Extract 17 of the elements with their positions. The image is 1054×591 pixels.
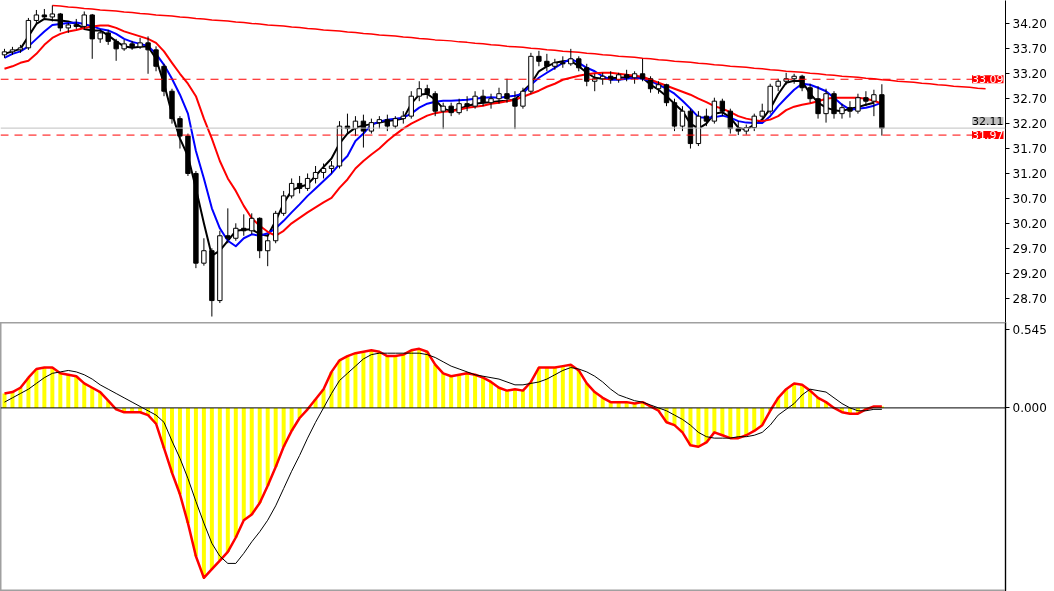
ref-line-label: 33.09 [972, 73, 1004, 87]
y-tick-label: 0.545 [1012, 322, 1047, 337]
y-tick-label: 30.70 [1012, 191, 1047, 206]
y-tick-label: 33.20 [1012, 67, 1047, 82]
y-tick-label: 30.20 [1012, 216, 1047, 231]
y-tick-label: 33.70 [1012, 42, 1047, 57]
y-tick-label: 29.20 [1012, 266, 1047, 281]
ref-line-label: 32.11 [972, 115, 1004, 129]
ref-line-label: 31.97 [972, 129, 1004, 143]
y-tick-label: 31.20 [1012, 166, 1047, 181]
y-tick-label: 0.000 [1012, 401, 1047, 416]
y-tick-label: 29.70 [1012, 241, 1047, 256]
y-tick-label: 31.70 [1012, 142, 1047, 157]
y-tick-label: 28.70 [1012, 291, 1047, 306]
y-tick-label: 34.20 [1012, 17, 1047, 32]
y-tick-label: 32.70 [1012, 92, 1047, 107]
y-tick-label: 32.20 [1012, 117, 1047, 132]
